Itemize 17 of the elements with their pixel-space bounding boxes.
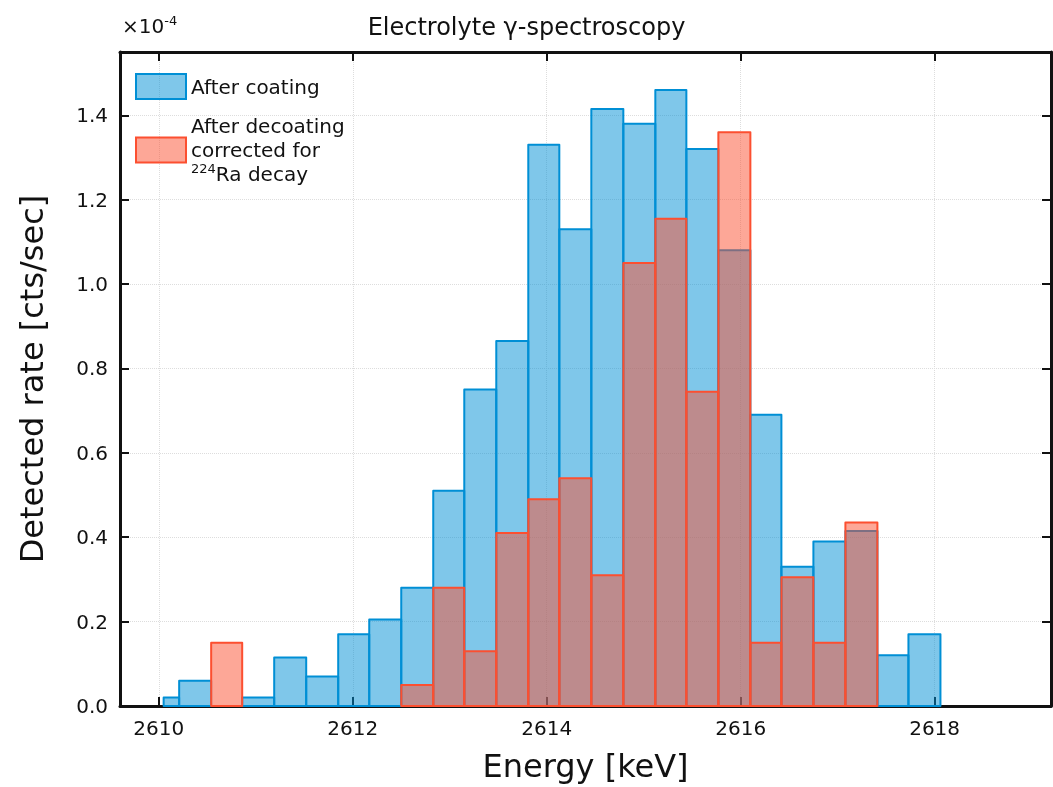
y-tick-label: 1.0 bbox=[76, 272, 108, 297]
y-tick-label: 1.2 bbox=[76, 187, 108, 212]
x-tick-label: 2616 bbox=[715, 716, 767, 740]
x-tick-label: 2610 bbox=[133, 716, 185, 740]
y-tick-label: 0.6 bbox=[76, 440, 108, 465]
y-tick-label: 0.0 bbox=[76, 694, 108, 718]
y-axis-title: Detected rate [cts/sec] bbox=[13, 194, 51, 564]
y-tick-label: 1.4 bbox=[76, 103, 108, 128]
legend-label: After coating bbox=[191, 74, 320, 99]
y-tick-label: 0.8 bbox=[76, 356, 108, 381]
x-tick-label: 2618 bbox=[909, 716, 961, 740]
chart-title: Electrolyte γ-spectroscopy bbox=[367, 13, 686, 41]
x-axis-title: Energy [keV] bbox=[482, 747, 689, 785]
x-tick-label: 2612 bbox=[327, 716, 379, 740]
x-tick-label: 2614 bbox=[521, 716, 573, 740]
y-tick-label: 0.4 bbox=[76, 525, 108, 550]
y-tick-label: 0.2 bbox=[76, 609, 108, 634]
